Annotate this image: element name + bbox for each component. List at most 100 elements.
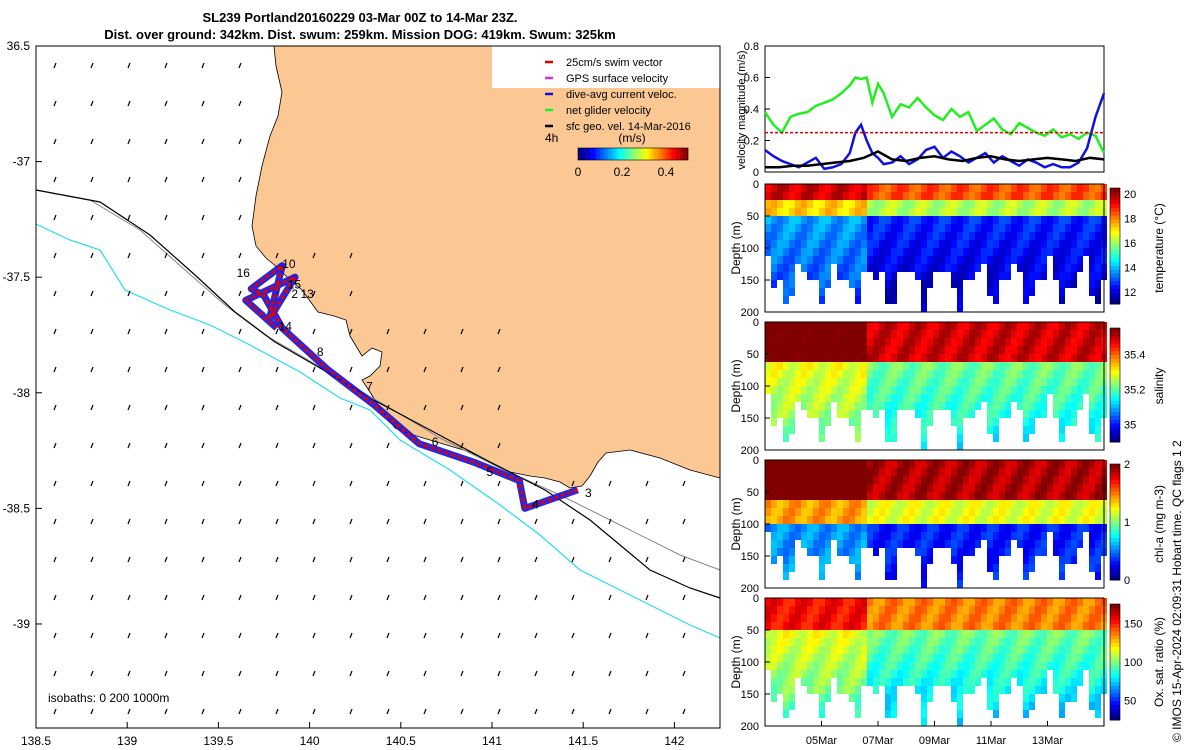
profile-cell <box>1011 468 1017 476</box>
profile-cell <box>825 508 831 516</box>
profile-cell <box>783 516 789 524</box>
profile-cell <box>795 240 801 248</box>
profile-cell <box>837 654 843 662</box>
profile-cell <box>957 580 963 588</box>
profile-cell <box>1035 606 1041 614</box>
profile-cell <box>813 264 819 272</box>
profile-cell <box>987 556 993 564</box>
profile-cell <box>1011 500 1017 508</box>
profile-cell <box>939 200 945 208</box>
profile-cell <box>1023 598 1029 606</box>
profile-cell <box>1065 622 1071 630</box>
colorbar-cell <box>1110 635 1120 639</box>
profile-cell <box>801 630 807 638</box>
profile-cell <box>927 686 933 694</box>
profile-cell <box>1047 630 1053 638</box>
profile-cell <box>855 460 861 468</box>
colorbar-cell <box>1110 647 1120 651</box>
profile-cell <box>1017 208 1023 216</box>
profile-cell <box>789 662 795 670</box>
profile-cell <box>1005 662 1011 670</box>
profile-cell <box>879 402 885 410</box>
profile-cell <box>1053 192 1059 200</box>
colorbar-cell <box>1110 370 1120 374</box>
profile-cell <box>1065 630 1071 638</box>
profile-cell <box>909 224 915 232</box>
profile-cell <box>1095 654 1101 662</box>
profile-cell <box>975 540 981 548</box>
colorbar-tick-label: 18 <box>1124 214 1136 226</box>
profile-cell <box>825 192 831 200</box>
profile-cell <box>963 370 969 378</box>
profile-cell <box>819 468 825 476</box>
profile-cell <box>873 208 879 216</box>
profile-cell <box>921 304 927 312</box>
profile-cell <box>867 248 873 256</box>
profile-cell <box>843 598 849 606</box>
profile-cell <box>831 248 837 256</box>
profile-cell <box>849 192 855 200</box>
profile-cell <box>837 248 843 256</box>
profile-cell <box>1011 598 1017 606</box>
profile-cell <box>795 378 801 386</box>
profile-cell <box>891 216 897 224</box>
profile-cell <box>789 468 795 476</box>
profile-cell <box>777 662 783 670</box>
profile-cell <box>987 606 993 614</box>
profile-cell <box>777 524 783 532</box>
profile-cell <box>855 532 861 540</box>
profile-cell <box>1095 402 1101 410</box>
colorbar-tick-label: 16 <box>1124 238 1136 250</box>
profile-cell <box>975 370 981 378</box>
profile-cell <box>837 346 843 354</box>
profile-cell <box>1053 468 1059 476</box>
profile-cell <box>1005 240 1011 248</box>
profile-cell <box>1083 362 1089 370</box>
profile-cell <box>1029 508 1035 516</box>
profile-cell <box>783 524 789 532</box>
profile-cell <box>1083 662 1089 670</box>
profile-cell <box>867 240 873 248</box>
colorbar-tick-label: 20 <box>1124 189 1136 201</box>
profile-cell <box>843 524 849 532</box>
colorbar-cell <box>1110 261 1120 265</box>
profile-cell <box>1017 614 1023 622</box>
profile-cell <box>1029 378 1035 386</box>
profile-cell <box>825 468 831 476</box>
profile-cell <box>765 516 771 524</box>
profile-cell <box>777 264 783 272</box>
profile-cell <box>1047 248 1053 256</box>
profile-cell <box>819 426 825 434</box>
profile-cell <box>999 662 1005 670</box>
profile-cell <box>921 394 927 402</box>
profile-cell <box>1071 394 1077 402</box>
profile-cell <box>801 606 807 614</box>
profile-cell <box>783 192 789 200</box>
profile-cell <box>849 622 855 630</box>
profile-cell <box>1059 606 1065 614</box>
profile-cell <box>1005 322 1011 330</box>
profile-cell <box>915 184 921 192</box>
profile-cell <box>963 524 969 532</box>
profile-cell <box>1041 662 1047 670</box>
profile-cell <box>813 248 819 256</box>
colorbar-cell <box>1110 681 1120 685</box>
profile-cell <box>807 338 813 346</box>
profile-cell <box>897 492 903 500</box>
profile-cell <box>897 646 903 654</box>
profile-cell <box>1029 484 1035 492</box>
profile-cell <box>831 638 837 646</box>
profile-cell <box>999 216 1005 224</box>
profile-cell <box>1029 564 1035 572</box>
profile-cell <box>789 240 795 248</box>
profile-cell <box>1071 192 1077 200</box>
profile-cell <box>1023 678 1029 686</box>
profile-cell <box>777 208 783 216</box>
profile-cell <box>1053 322 1059 330</box>
profile-cell <box>1083 248 1089 256</box>
profile-cell <box>789 460 795 468</box>
profile-cell <box>1005 548 1011 556</box>
profile-cell <box>933 638 939 646</box>
profile-cell <box>885 346 891 354</box>
profile-cell <box>1065 216 1071 224</box>
